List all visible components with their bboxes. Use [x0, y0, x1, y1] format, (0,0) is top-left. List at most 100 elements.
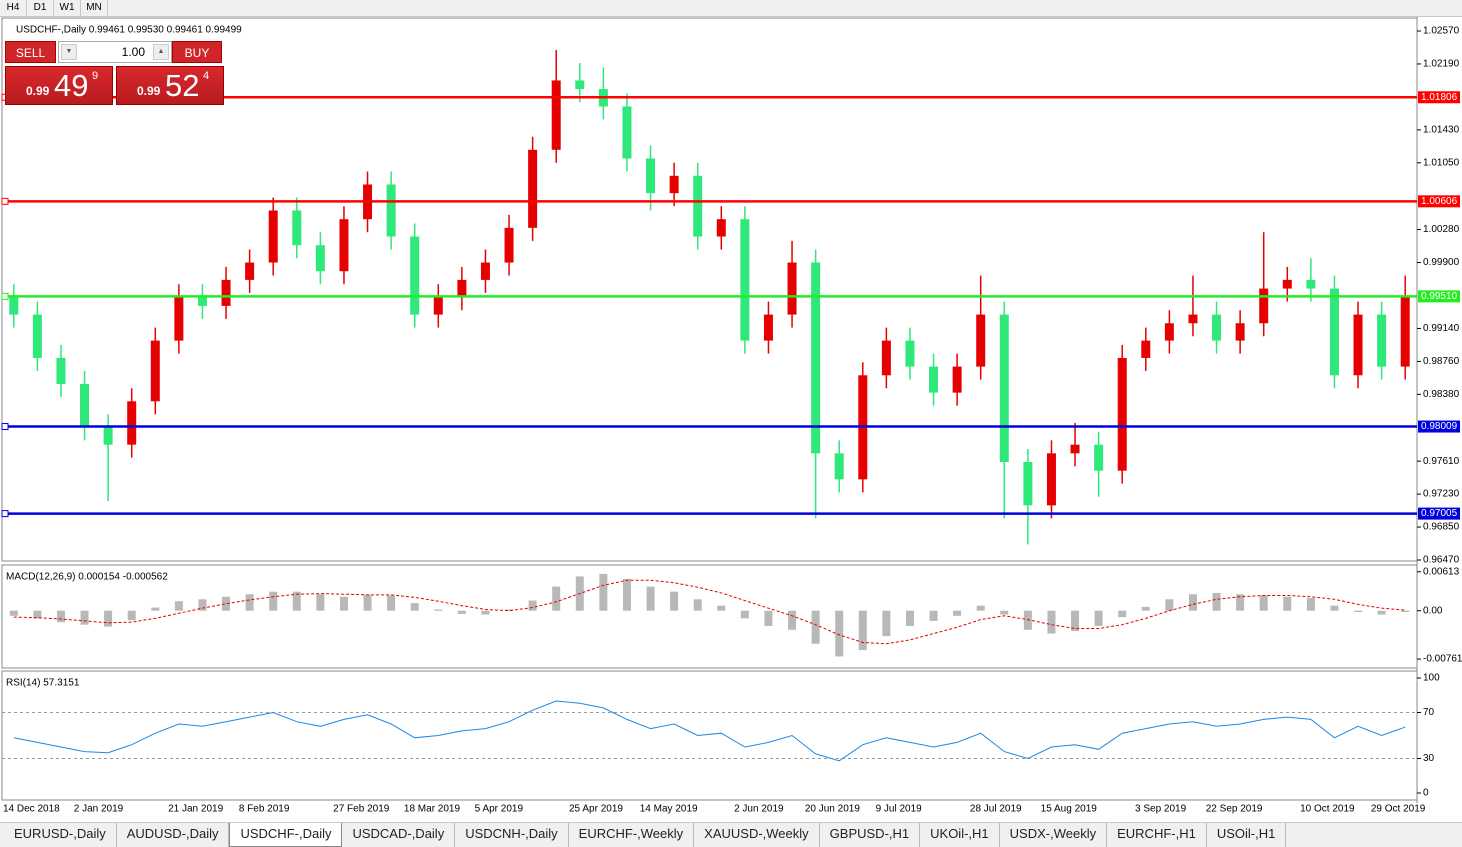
macd-bar [1306, 598, 1315, 611]
level-label: 1.01806 [1421, 92, 1458, 103]
candle-body [834, 453, 844, 480]
timeframe[interactable]: MN [81, 0, 108, 16]
panel-frame [1, 564, 1418, 669]
y-tick-label: 30 [1423, 753, 1435, 764]
level-anchor [1, 510, 9, 518]
timeframe[interactable]: H4 [0, 0, 27, 16]
chart-tab[interactable]: XAUUSD-,Weekly [694, 823, 820, 847]
macd-bar [9, 610, 18, 616]
macd-bar [292, 591, 301, 611]
price-big: 0.99 [137, 84, 161, 98]
y-tick-label: 1.02190 [1423, 59, 1460, 70]
macd-bar [764, 610, 773, 626]
macd-bar [457, 610, 466, 614]
chart-tab[interactable]: USDCNH-,Daily [455, 823, 569, 847]
candle-body [740, 219, 750, 341]
candle-body [292, 210, 302, 246]
y-tick-label: -0.007612 [1423, 654, 1462, 665]
macd-bar [33, 610, 42, 619]
candle-body [1070, 444, 1080, 454]
sell-button[interactable]: SELL [5, 41, 56, 63]
candle-body [763, 314, 773, 341]
bid-price[interactable]: 0.99 49 9 [5, 66, 113, 105]
candle-body [433, 297, 443, 315]
candle-body [1235, 323, 1245, 341]
candle-body [1259, 288, 1269, 324]
y-tick-label: 0.97230 [1423, 489, 1460, 500]
candle-body [551, 80, 561, 150]
macd-bar [198, 599, 207, 611]
candle-body [1353, 314, 1363, 376]
ask-price[interactable]: 0.99 52 4 [116, 66, 224, 105]
chart-tab[interactable]: USDCHF-,Daily [229, 823, 343, 847]
macd-bar [269, 591, 278, 611]
candle-body [905, 340, 915, 367]
macd-bar [905, 610, 914, 626]
level-tag [1418, 420, 1460, 433]
y-tick-label: 70 [1423, 707, 1435, 718]
x-tick-label: 25 Apr 2019 [569, 804, 623, 815]
lot-up[interactable]: ▲ [153, 44, 169, 60]
macd-bar [316, 594, 325, 611]
macd-bar [811, 610, 820, 644]
chart-tab[interactable]: EURCHF-,Weekly [569, 823, 695, 847]
level-anchor [1, 423, 9, 431]
macd-bar [788, 610, 797, 630]
macd-bar [80, 610, 89, 625]
y-tick-label: 0.99140 [1423, 323, 1460, 334]
candle-body [103, 427, 113, 445]
macd-bar [1000, 610, 1009, 615]
candle-body [127, 401, 137, 445]
macd-bar [1330, 605, 1339, 611]
candle-body [1400, 297, 1410, 367]
candle-body [56, 357, 66, 384]
macd-bar [882, 610, 891, 637]
macd-bar [174, 601, 183, 611]
price-main: 49 [54, 68, 89, 103]
timeframe[interactable]: D1 [27, 0, 54, 16]
level-label: 0.97005 [1421, 508, 1458, 519]
macd-bar [222, 596, 231, 611]
candle-body [929, 366, 939, 393]
candle-body [1212, 314, 1222, 341]
chart-tab[interactable]: USDCAD-,Daily [342, 823, 456, 847]
candle-body [480, 262, 490, 280]
macd-bar [1188, 594, 1197, 611]
candle-body [952, 366, 962, 393]
candle-body [1164, 323, 1174, 341]
chart-tab[interactable]: GBPUSD-,H1 [820, 823, 921, 847]
lot-down[interactable]: ▼ [61, 44, 77, 60]
chart-tab[interactable]: USOil-,H1 [1207, 823, 1287, 847]
chart-tab[interactable]: EURCHF-,H1 [1107, 823, 1207, 847]
y-tick-label: 0.96850 [1423, 522, 1460, 533]
macd-bar [387, 595, 396, 611]
level-label: 0.98009 [1421, 421, 1458, 432]
candle-body [646, 158, 656, 194]
chart-tab[interactable]: UKOil-,H1 [920, 823, 1000, 847]
one-click-trading: SELL ▼ 1.00 ▲ BUY 0.99 49 9 0.99 52 4 [4, 41, 224, 105]
chart-tabs: EURUSD-,Daily AUDUSD-,Daily USDCHF-,Daily U… [0, 822, 1462, 847]
chart-tab[interactable]: EURUSD-,Daily [4, 823, 117, 847]
candle-body [976, 314, 986, 367]
y-tick-label: 1.01050 [1423, 157, 1460, 168]
x-tick-label: 20 Jun 2019 [805, 804, 860, 815]
candle-body [457, 279, 467, 298]
y-tick-label: 1.00280 [1423, 224, 1460, 235]
candle-body [339, 219, 349, 272]
panel-title: RSI(14) 57.3151 [6, 678, 80, 689]
level-label: 1.00606 [1421, 196, 1458, 207]
lot-input[interactable]: ▼ 1.00 ▲ [58, 41, 172, 63]
macd-bar [717, 605, 726, 611]
level-label: 0.99510 [1421, 291, 1458, 302]
price-pip: 4 [203, 70, 210, 82]
chart-tab[interactable]: USDX-,Weekly [1000, 823, 1108, 847]
x-tick-label: 9 Jul 2019 [876, 804, 923, 815]
chart: USDCHF-,Daily 0.99461 0.99530 0.99461 0.… [1, 17, 1462, 815]
x-tick-label: 21 Jan 2019 [168, 804, 223, 815]
timeframe[interactable]: W1 [54, 0, 81, 16]
chart-tab[interactable]: AUDUSD-,Daily [117, 823, 230, 847]
price-main: 52 [165, 68, 200, 103]
buy-button[interactable]: BUY [172, 41, 222, 63]
x-tick-label: 2 Jun 2019 [734, 804, 784, 815]
panel-frame [1, 670, 1418, 801]
